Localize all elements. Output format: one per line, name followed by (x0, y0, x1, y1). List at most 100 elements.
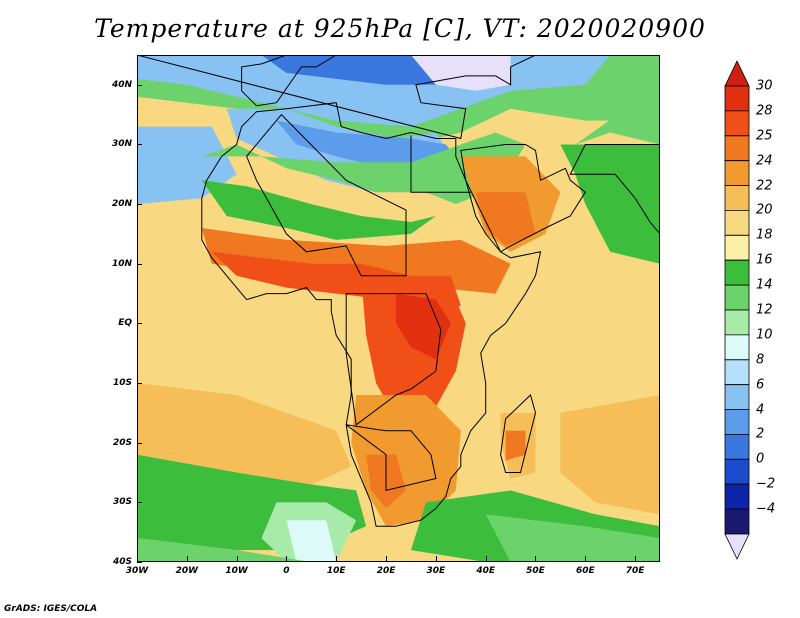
colorbar-level-label: 6 (756, 377, 765, 393)
colorbar-level-label: 2 (756, 426, 765, 442)
temperature-map (137, 55, 660, 562)
lon-tick (336, 556, 338, 562)
colorbar-level-label: 0 (756, 451, 765, 467)
colorbar-segment (724, 409, 750, 435)
lon-tick (286, 556, 288, 562)
colorbar-segment (724, 110, 750, 137)
lat-tick (137, 263, 142, 265)
grads-credit: GrADS: IGES/COLA (4, 604, 98, 614)
colorbar-segment (724, 85, 750, 112)
colorbar-segment (724, 135, 750, 162)
lon-tick (386, 556, 388, 562)
colorbar-segment (724, 384, 750, 411)
lat-label: 20N (111, 199, 132, 210)
lon-label: 30E (426, 566, 446, 576)
south-asia-coastline (569, 144, 660, 235)
colorbar-segment (724, 334, 750, 361)
colorbar-level-label: 12 (756, 302, 773, 318)
colorbar-segment (724, 359, 750, 386)
europe-coastline (137, 55, 536, 140)
lon-label: 40E (476, 566, 495, 576)
colorbar-segment (724, 284, 750, 311)
colorbar-level-label: 18 (756, 227, 773, 243)
colorbar-segment (724, 508, 750, 535)
lat-label: 20S (112, 437, 132, 448)
temp-congo-hottest (396, 293, 451, 360)
colorbar-segment (724, 458, 750, 485)
central-africa-borders (345, 293, 442, 426)
colorbar-segment (724, 209, 750, 236)
colorbar-segment (724, 483, 750, 510)
colorbar-level-label: −4 (756, 501, 776, 517)
egypt-border (410, 135, 471, 193)
lon-tick (535, 556, 537, 562)
temp-arabia-hot (475, 192, 536, 246)
temp-indian-ocean-warm (560, 395, 660, 515)
temp-sahel-green (201, 180, 436, 240)
temp-south-indian-mild (485, 514, 660, 562)
lat-label: 30S (112, 497, 132, 508)
lat-label: 30N (111, 139, 132, 150)
lon-label: 50E (526, 566, 545, 576)
colorbar-level-label: 30 (756, 78, 773, 94)
arabia-coastline (460, 144, 586, 253)
colorbar-level-label: 25 (756, 128, 773, 144)
map-canvas (137, 55, 660, 562)
map-title: Temperature at 925hPa [C], VT: 202002090… (94, 14, 706, 43)
sahara-borders (246, 113, 407, 277)
lat-tick (137, 442, 142, 444)
colorbar-segment (724, 234, 750, 261)
lon-tick (137, 556, 138, 562)
lon-label: 20W (175, 566, 199, 576)
lat-tick (137, 204, 142, 206)
colorbar-level-label: 16 (756, 252, 773, 268)
colorbar-level-label: 10 (756, 327, 773, 343)
colorbar (724, 60, 750, 560)
lon-tick (236, 556, 238, 562)
colorbar-level-label: −2 (756, 476, 776, 492)
colorbar-level-label: 24 (756, 153, 773, 169)
lat-tick (137, 144, 142, 146)
temp-sahara-cold (276, 120, 461, 175)
lon-label: 0 (283, 566, 290, 576)
colorbar-level-label: 28 (756, 103, 773, 119)
colorbar-segment (724, 433, 750, 460)
lon-tick (435, 556, 437, 562)
colorbar-top-arrow (724, 60, 750, 87)
lat-label: 40S (112, 557, 132, 567)
colorbar-level-label: 4 (756, 402, 765, 418)
lon-tick (485, 556, 487, 562)
colorbar-level-label: 8 (756, 352, 765, 368)
lon-tick (635, 556, 637, 562)
temp-sahel-north-mild (201, 132, 526, 205)
temp-madagascar-hot (505, 430, 526, 461)
temp-far-south-mild (137, 538, 312, 562)
lat-tick (137, 502, 142, 504)
lat-label: EQ (118, 318, 132, 329)
lat-tick (137, 84, 142, 86)
temp-anatolia-frost (411, 55, 511, 91)
colorbar-segment (724, 259, 750, 286)
colorbar-segment (724, 185, 750, 211)
lon-label: 10E (326, 566, 346, 576)
lon-label: 30W (125, 566, 149, 576)
temp-south-atlantic-warm (137, 383, 352, 485)
lat-tick (137, 562, 142, 563)
lat-tick (137, 383, 142, 385)
colorbar-bottom-arrow (724, 533, 750, 560)
lat-tick (137, 323, 142, 325)
colorbar-segment (724, 160, 750, 186)
madagascar-coastline (500, 394, 537, 473)
temp-south-atlantic-cyan (286, 520, 337, 562)
colorbar-segment (724, 309, 750, 336)
colorbar-level-label: 14 (756, 277, 773, 293)
lon-tick (585, 556, 587, 562)
lon-label: 70E (625, 566, 645, 576)
lon-tick (186, 556, 188, 562)
lon-label: 60E (575, 566, 595, 576)
lat-label: 10N (111, 258, 132, 269)
temp-iran-mild (575, 84, 660, 145)
lat-label: 40N (111, 79, 132, 90)
lon-label: 10W (225, 566, 248, 576)
lat-label: 10S (112, 378, 132, 389)
